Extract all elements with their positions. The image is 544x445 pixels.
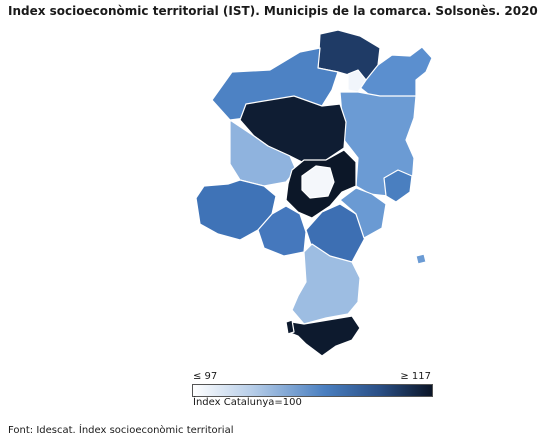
legend-max-label: ≥ 117 [400, 371, 431, 382]
legend-min-label: ≤ 97 [193, 371, 218, 382]
municipality-islet-west [285, 319, 295, 335]
legend-reference-label: Índex Catalunya=100 [193, 397, 302, 408]
municipality-north-small[interactable] [347, 69, 367, 93]
legend-gradient-bar [192, 384, 433, 397]
municipality-south-bottom[interactable] [287, 315, 361, 357]
municipality-far-east[interactable] [383, 169, 413, 203]
municipality-islet-east [415, 253, 427, 265]
municipality-south[interactable] [291, 243, 361, 325]
municipality-east-small[interactable] [339, 187, 387, 239]
map-title: Index socioeconòmic territorial (IST). M… [8, 4, 538, 18]
municipality-center-white[interactable] [301, 165, 335, 199]
municipality-west[interactable] [195, 179, 277, 241]
source-note: Font: Idescat. Índex socioeconòmic terri… [8, 425, 234, 436]
color-legend: ≤ 97 ≥ 117 Índex Catalunya=100 [192, 371, 433, 411]
municipality-southwest[interactable] [257, 205, 307, 257]
